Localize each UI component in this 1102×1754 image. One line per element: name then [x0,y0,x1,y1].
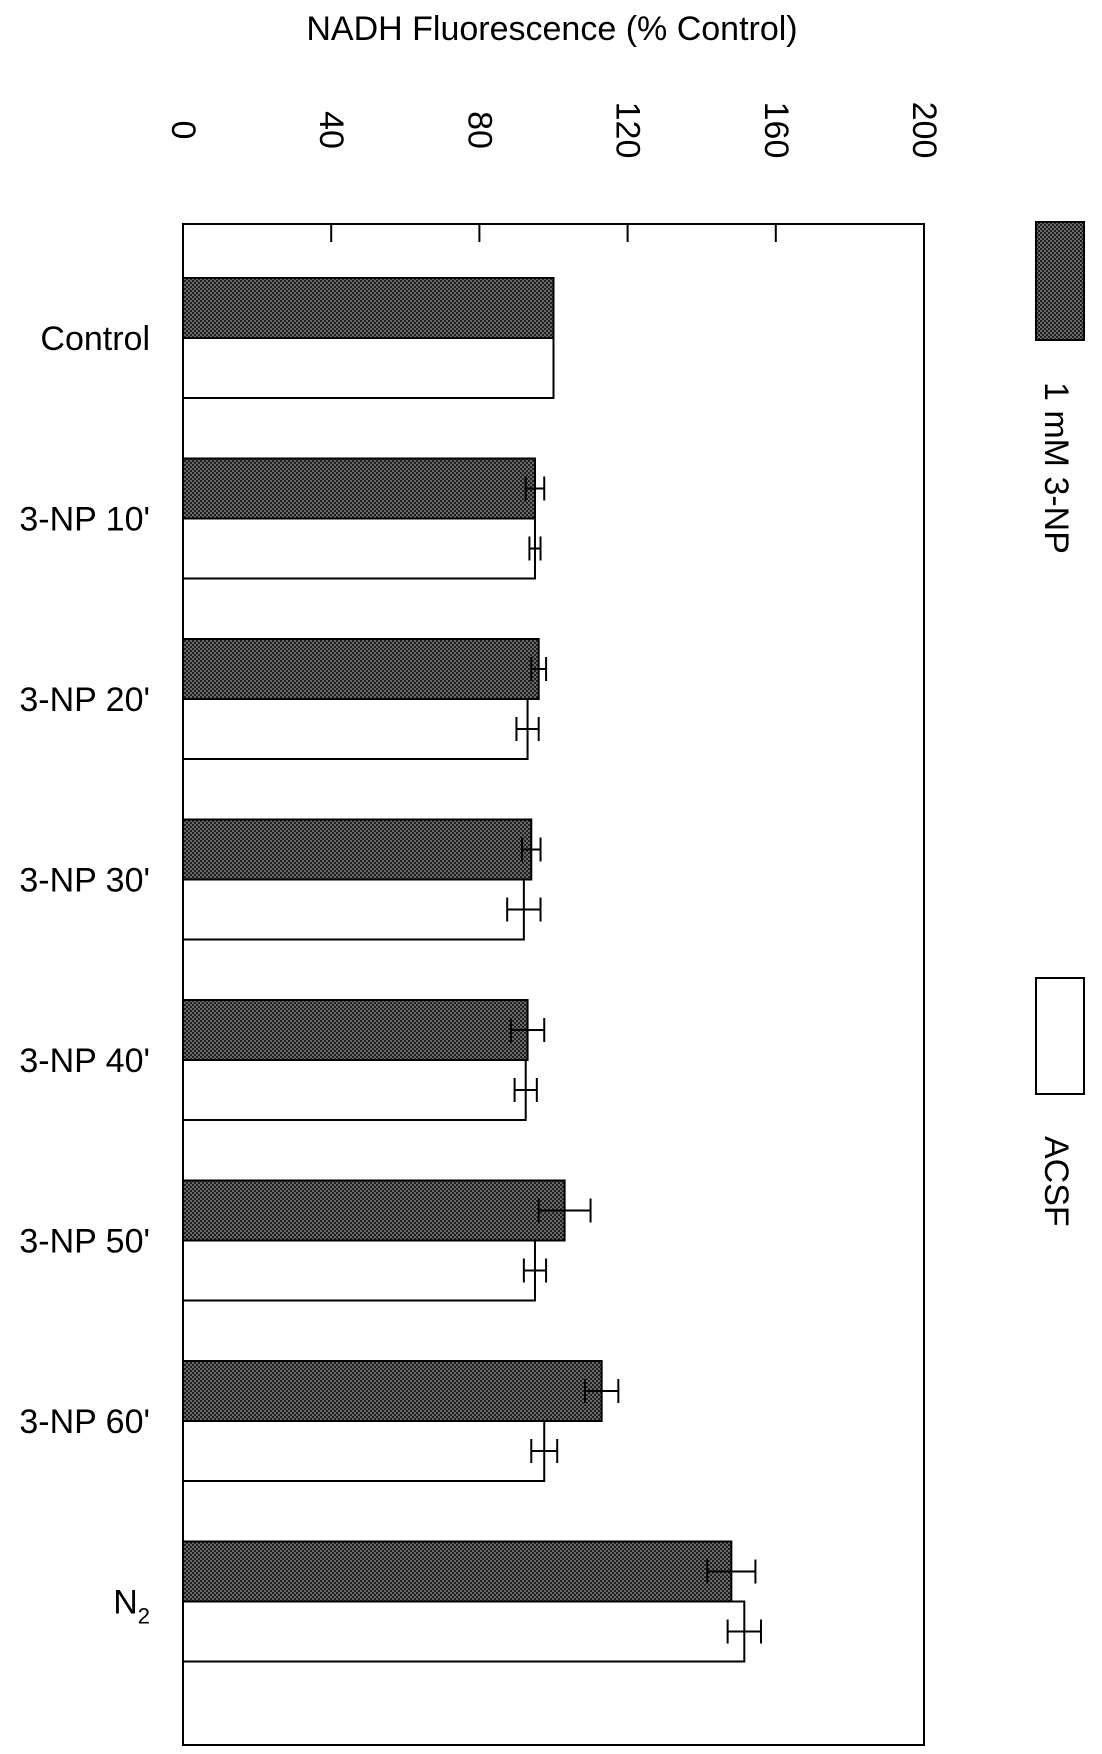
category-label-text: 3-NP 60' [19,1403,150,1441]
x-axis-title: NADH Fluorescence (% Control) [306,10,797,48]
bar-3np [182,1540,733,1603]
category-label: 3-NP 60' [19,1403,150,1441]
category-label-text: Control [40,320,150,358]
x-tick-label: 40 [312,111,350,149]
bar-3np [182,1179,566,1242]
category-label-text: N [113,1584,138,1622]
y-axis: Control 3-NP 10' 3-NP 20' 3-NP 30' 3-NP 40' 3… [19,320,150,1629]
bar-3np [182,818,533,881]
x-tick-label: 120 [609,102,647,159]
legend-label-acsf: ACSF [1037,1136,1075,1227]
bar-acsf [182,1059,527,1121]
legend-swatch-acsf [1035,977,1085,1095]
bars [182,277,762,1663]
bar-3np [182,457,536,520]
category-label: 3-NP 20' [19,681,150,719]
category-label: N2 [113,1584,150,1629]
category-label-text: 3-NP 50' [19,1223,150,1261]
category-label-subscript: 2 [138,1604,150,1629]
legend-swatch-3np [1035,221,1085,341]
bar-acsf [182,1239,536,1302]
bar-acsf [182,1600,746,1663]
bar-acsf [182,878,525,941]
bar-3np [182,1360,603,1422]
category-label: 3-NP 10' [19,501,150,539]
x-tick-label: 160 [757,102,795,159]
x-tick-label: 0 [164,121,202,140]
legend-label-3np: 1 mM 3-NP [1037,382,1075,554]
plot-frame [182,223,925,1746]
bar-acsf [182,337,555,399]
bar-acsf [182,517,536,580]
x-tick-label: 80 [460,111,498,149]
category-label: 3-NP 30' [19,862,150,900]
category-label-text: 3-NP 20' [19,681,150,719]
category-label: 3-NP 40' [19,1042,150,1080]
bar-acsf [182,698,529,760]
x-axis: 0 40 80 120 160 200 [164,102,943,242]
bar-3np [182,638,540,700]
category-label: 3-NP 50' [19,1223,150,1261]
bar-acsf [182,1420,546,1482]
category-label-text: 3-NP 30' [19,862,150,900]
x-tick-label: 200 [905,102,943,159]
category-label: Control [40,320,150,358]
category-label-text: 3-NP 40' [19,1042,150,1080]
bar-3np [182,277,555,339]
category-label-text: 3-NP 10' [19,501,150,539]
bar-3np [182,999,529,1061]
legend: 1 mM 3-NP ACSF [1035,221,1085,1227]
